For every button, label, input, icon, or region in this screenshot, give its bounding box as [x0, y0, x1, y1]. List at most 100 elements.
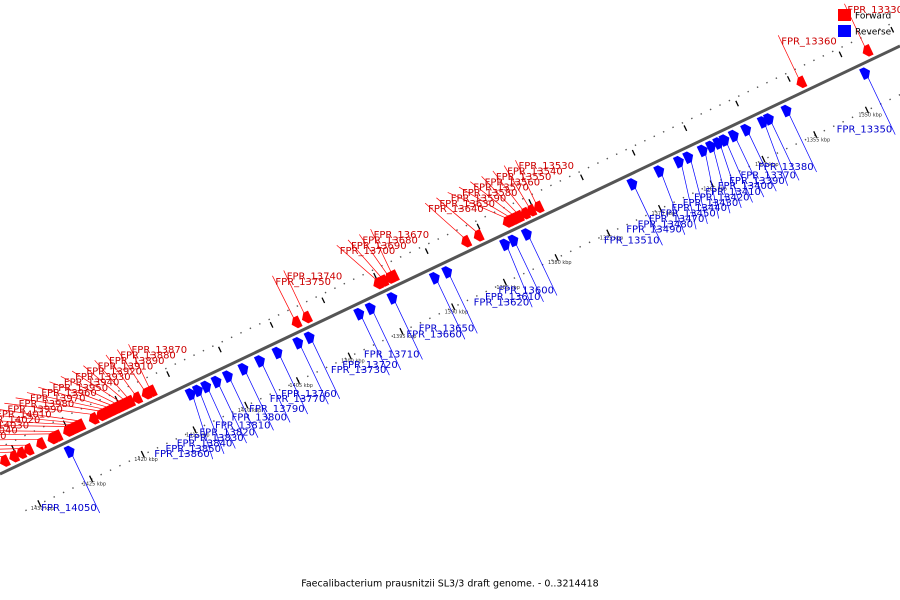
leader-line — [0, 430, 55, 432]
gene-fpr-13720[interactable] — [364, 302, 376, 316]
gene-fpr-14130[interactable] — [16, 446, 28, 460]
gene-features[interactable] — [0, 44, 874, 467]
leader-line — [49, 381, 111, 406]
gene-fpr-13610[interactable] — [507, 234, 519, 248]
gene-fpr-13820[interactable] — [221, 370, 233, 384]
gene-fpr-14120[interactable] — [23, 442, 35, 456]
gene-fpr-13400[interactable] — [740, 123, 752, 137]
leader-line — [481, 176, 517, 213]
tick-label: 1425 kbp — [83, 482, 107, 488]
leader-line — [347, 239, 381, 277]
tick-label: 1355 kbp — [807, 137, 831, 143]
gene-fpr-13800[interactable] — [253, 355, 265, 368]
major-tick-mark — [166, 371, 171, 378]
major-tick-mark — [502, 278, 507, 286]
gene-fpr-13330[interactable] — [862, 44, 874, 57]
gene-label: FPR_13620 — [474, 297, 530, 308]
gene-fpr-13880[interactable] — [141, 386, 153, 400]
major-tick-mark — [631, 149, 636, 156]
gene-fpr-13620[interactable] — [499, 238, 511, 252]
gene-fpr-13660[interactable] — [428, 271, 440, 285]
gene-fpr-13760[interactable] — [303, 331, 315, 345]
gene-fpr-13810[interactable] — [237, 362, 249, 376]
gene-label: FPR_13550 — [496, 172, 552, 183]
gene-label: FPR_13420 — [694, 192, 750, 203]
legend-reverse-swatch — [838, 25, 851, 37]
gene-fpr-13470[interactable] — [682, 151, 694, 165]
gene-fpr-13600[interactable] — [520, 228, 532, 241]
gene-label: FPR_13390 — [729, 176, 785, 187]
gene-label: FPR_13450 — [660, 209, 716, 220]
gene-fpr-13480[interactable] — [672, 155, 684, 169]
gene-label: FPR_13380 — [758, 162, 814, 173]
gene-fpr-13390[interactable] — [756, 116, 768, 129]
gene-fpr-13530[interactable] — [533, 200, 545, 214]
gene-fpr-14100[interactable] — [36, 436, 48, 450]
major-tick-mark — [580, 174, 584, 181]
gene-fpr-14040[interactable] — [63, 424, 74, 437]
leader-line — [0, 420, 70, 425]
legend: Forward Reverse — [838, 9, 892, 38]
gene-fpr-13350[interactable] — [859, 67, 871, 80]
gene-fpr-13590[interactable] — [502, 215, 514, 228]
gene-fpr-13650[interactable] — [441, 266, 453, 279]
tick-label: 1420 kbp — [134, 457, 158, 463]
gene-fpr-14050[interactable] — [63, 445, 75, 459]
gene-fpr-13450[interactable] — [696, 144, 708, 158]
leader-line — [0, 438, 39, 441]
leader-line — [789, 114, 817, 173]
gene-fpr-13430[interactable] — [712, 137, 724, 150]
leader-line — [458, 186, 508, 217]
gene-fpr-13490[interactable] — [653, 165, 665, 178]
major-tick-mark — [864, 106, 870, 114]
gene-fpr-13850[interactable] — [191, 384, 203, 398]
leader-line — [777, 35, 799, 78]
gene-fpr-13700[interactable] — [373, 276, 385, 290]
major-tick-mark — [192, 426, 197, 434]
gene-label: FPR_13760 — [281, 389, 337, 400]
gene-label: FPR_14040 — [0, 426, 18, 437]
gene-label: FPR_13530 — [518, 161, 574, 172]
leader-line — [230, 380, 259, 438]
gene-label: FPR_14030 — [0, 420, 29, 431]
leader-line — [720, 147, 742, 208]
gene-label: FPR_13830 — [188, 433, 244, 444]
gene-fpr-13730[interactable] — [353, 307, 365, 321]
leader-line — [424, 202, 464, 238]
leader-line — [470, 181, 513, 215]
gene-label: FPR_13560 — [485, 177, 541, 188]
gene-fpr-14070[interactable] — [47, 431, 59, 445]
gene-label: FPR_13540 — [507, 167, 563, 178]
gene-fpr-13860[interactable] — [184, 388, 196, 401]
gene-fpr-13420[interactable] — [718, 134, 730, 147]
gene-fpr-13360[interactable] — [796, 75, 808, 89]
leader-line — [681, 166, 697, 230]
gene-fpr-13890[interactable] — [132, 391, 144, 404]
gene-label: FPR_13680 — [362, 235, 418, 246]
gene-fpr-13440[interactable] — [705, 140, 716, 154]
gene-fpr-13790[interactable] — [271, 346, 283, 360]
gene-fpr-13770[interactable] — [292, 336, 304, 350]
gene-fpr-13630[interactable] — [473, 228, 485, 242]
gene-labels: FPR_13330FPR_13360FPR_13530FPR_13540FPR_… — [0, 5, 900, 514]
gene-label: FPR_13840 — [177, 438, 233, 449]
gene-fpr-13830[interactable] — [210, 375, 222, 389]
gene-fpr-13990[interactable] — [88, 411, 100, 425]
gene-fpr-13380[interactable] — [780, 104, 792, 118]
gene-fpr-13640[interactable] — [461, 234, 473, 248]
gene-fpr-14140[interactable] — [9, 449, 21, 463]
leader-line — [72, 455, 101, 514]
gene-label: FPR_13860 — [154, 449, 210, 460]
gene-fpr-13410[interactable] — [727, 129, 739, 143]
gene-fpr-13710[interactable] — [386, 292, 398, 305]
gene-fpr-14150[interactable] — [0, 454, 11, 467]
gene-fpr-13840[interactable] — [200, 380, 212, 394]
gene-fpr-13510[interactable] — [626, 178, 638, 191]
gene-label: FPR_13980 — [19, 399, 75, 410]
gene-label: FPR_13430 — [683, 198, 739, 209]
gene-fpr-13750[interactable] — [291, 315, 303, 329]
gene-fpr-13370[interactable] — [762, 113, 774, 126]
gene-fpr-13980[interactable] — [96, 408, 108, 422]
gene-fpr-13740[interactable] — [301, 310, 314, 324]
gene-label: FPR_13730 — [331, 365, 387, 376]
